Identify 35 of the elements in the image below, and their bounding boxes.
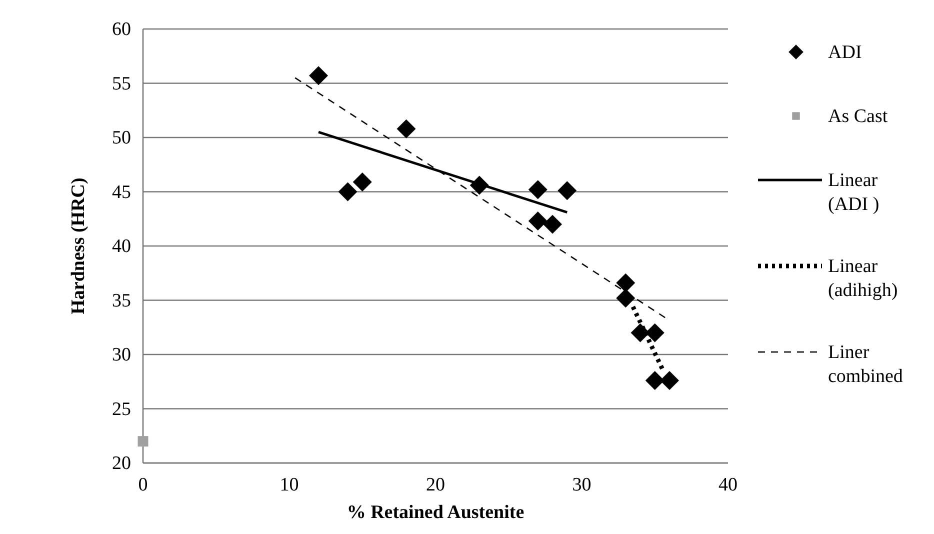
y-tick-label: 60 bbox=[112, 19, 131, 40]
x-tick-label: 40 bbox=[718, 474, 738, 496]
x-tick-label: 10 bbox=[280, 474, 299, 496]
point bbox=[528, 180, 548, 200]
point bbox=[309, 66, 328, 86]
y-tick-label: 55 bbox=[112, 73, 131, 94]
y-tick-label: 45 bbox=[112, 182, 131, 203]
point bbox=[396, 119, 416, 138]
point bbox=[138, 436, 148, 447]
legend-label: Linear (adihigh) bbox=[828, 256, 898, 301]
legend-label: ADI bbox=[828, 42, 862, 63]
legend-label: Liner combined bbox=[828, 342, 904, 387]
x-tick-label: 20 bbox=[426, 474, 445, 496]
x-axis-title: % Retained Austenite bbox=[346, 502, 524, 523]
point bbox=[616, 288, 636, 308]
y-tick-label: 20 bbox=[112, 453, 131, 474]
y-tick-label: 50 bbox=[112, 128, 131, 149]
y-tick-label: 35 bbox=[112, 290, 131, 312]
legend-label: Linear (ADI ) bbox=[828, 170, 880, 215]
y-tick-label: 40 bbox=[112, 236, 131, 258]
y-tick-label: 30 bbox=[112, 344, 131, 366]
point bbox=[645, 371, 664, 390]
point bbox=[470, 176, 489, 195]
point bbox=[558, 181, 577, 200]
point bbox=[660, 371, 679, 390]
legend-label: As Cast bbox=[828, 106, 888, 127]
y-tick-label: 25 bbox=[112, 398, 131, 420]
x-tick-label: 30 bbox=[572, 474, 592, 496]
x-tick-label: 0 bbox=[138, 474, 148, 496]
y-axis-title: Hardness (HRC) bbox=[68, 178, 89, 314]
point bbox=[528, 212, 548, 231]
point bbox=[338, 182, 358, 202]
point bbox=[616, 273, 636, 292]
point bbox=[352, 172, 372, 192]
point bbox=[543, 214, 562, 234]
